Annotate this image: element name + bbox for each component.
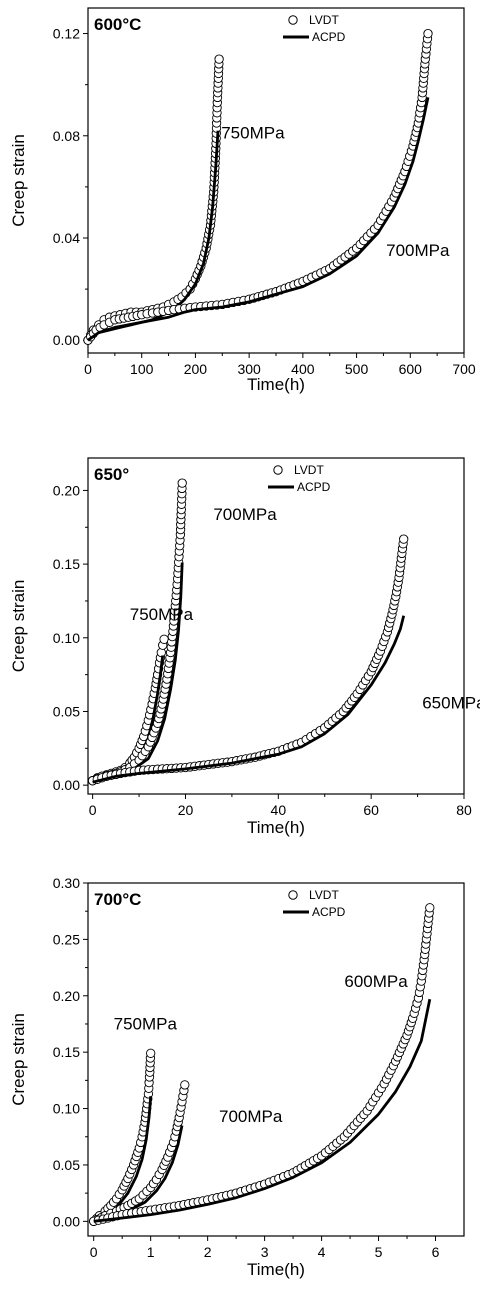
stress-label: 600MPa [344,972,408,991]
lvdt-point [177,478,187,488]
lvdt-point [146,1048,156,1058]
x-tick-label: 300 [237,361,261,377]
stress-label: 700MPa [219,1107,283,1126]
legend-label: LVDT [309,888,339,902]
plot-frame [87,457,465,795]
x-tick-label: 400 [291,361,315,377]
series-acpd-6 [92,615,406,784]
x-tick-label: 700 [452,361,476,377]
legend-label: ACPD [297,480,331,494]
series-lvdt-1 [83,54,224,345]
y-tick-label: 0.05 [53,703,80,719]
x-tick-label: 3 [261,1244,269,1260]
x-tick-label: 100 [130,361,154,377]
x-tick-label: 0 [84,361,92,377]
x-tick-label: 500 [345,361,369,377]
acpd-line [87,97,430,342]
lvdt-point [180,1080,190,1090]
y-axis-title: Creep strain [9,580,28,673]
series-acpd-6 [93,998,432,1223]
lvdt-point [425,903,435,913]
y-tick-label: 0.25 [53,931,80,947]
chart-panel-1: 0 100 200 300 400 500 600 700 0.00 0.04 0.08 0.12 Ti… [9,7,476,394]
y-tick-label: 0.08 [53,128,80,144]
y-tick-label: 0.10 [53,1101,80,1117]
series-lvdt-5 [89,903,435,1226]
temperature-label: 650° [94,465,129,484]
acpd-line [93,998,432,1223]
x-tick-label: 1 [147,1244,155,1260]
stress-label: 700MPa [213,505,277,524]
temperature-label: 700°C [94,890,141,909]
x-tick-label: 5 [375,1244,383,1260]
chart-panel-2: 0 20 40 60 80 0.00 0.05 0.10 0.15 0.20 Time(h) Cree… [9,457,480,837]
series-lvdt-3 [87,478,187,786]
y-tick-label: 0.00 [53,1213,80,1229]
y-tick-label: 0.15 [53,556,80,572]
y-tick-label: 0.20 [53,988,80,1004]
x-tick-label: 40 [271,802,287,818]
y-tick-label: 0.10 [53,630,80,646]
y-tick-label: 0.20 [53,482,80,498]
series-lvdt-3 [83,28,433,345]
legend-label: LVDT [294,463,324,477]
x-tick-label: 600 [399,361,423,377]
x-tick-label: 20 [178,802,194,818]
x-axis-title: Time(h) [247,375,305,394]
series-lvdt-1 [87,634,169,786]
legend-label: LVDT [309,13,339,27]
x-tick-label: 60 [363,802,379,818]
x-tick-label: 4 [318,1244,326,1260]
stress-label: 650MPa [422,694,480,713]
y-tick-label: 0.30 [53,875,80,891]
legend-marker-circle [288,15,298,25]
y-tick-label: 0.04 [53,230,80,246]
legend-marker-circle [288,890,298,900]
x-tick-label: 2 [204,1244,212,1260]
stress-label: 750MPa [114,1015,178,1034]
stress-label: 750MPa [130,605,194,624]
temperature-label: 600°C [94,15,141,34]
x-tick-label: 80 [456,802,472,818]
y-axis-title: Creep strain [9,1013,28,1106]
x-tick-label: 0 [90,1244,98,1260]
stress-label: 750MPa [221,123,285,142]
x-axis-title: Time(h) [247,1260,305,1279]
legend-marker-circle [273,465,283,475]
series-acpd-4 [87,97,430,342]
y-axis-title: Creep strain [9,134,28,227]
legend-label: ACPD [312,905,346,919]
x-axis-title: Time(h) [247,818,305,837]
legend-label: ACPD [312,30,346,44]
lvdt-point [399,534,409,544]
y-tick-label: 0.00 [53,777,80,793]
chart-panel-3: 0 1 2 3 4 5 6 0.00 0.05 0.10 0.15 0.20 0.25 0.30 Time(… [9,875,465,1279]
y-tick-label: 0.15 [53,1044,80,1060]
y-tick-label: 0.00 [53,332,80,348]
y-tick-label: 0.05 [53,1157,80,1173]
x-tick-label: 0 [89,802,97,818]
lvdt-point [214,54,224,64]
x-tick-label: 6 [432,1244,440,1260]
acpd-line [92,615,406,784]
y-tick-label: 0.12 [53,26,80,42]
lvdt-point [423,28,433,39]
x-tick-label: 200 [184,361,208,377]
lvdt-point [159,634,169,644]
stress-label: 700MPa [386,241,450,260]
plot-frame [87,882,465,1237]
